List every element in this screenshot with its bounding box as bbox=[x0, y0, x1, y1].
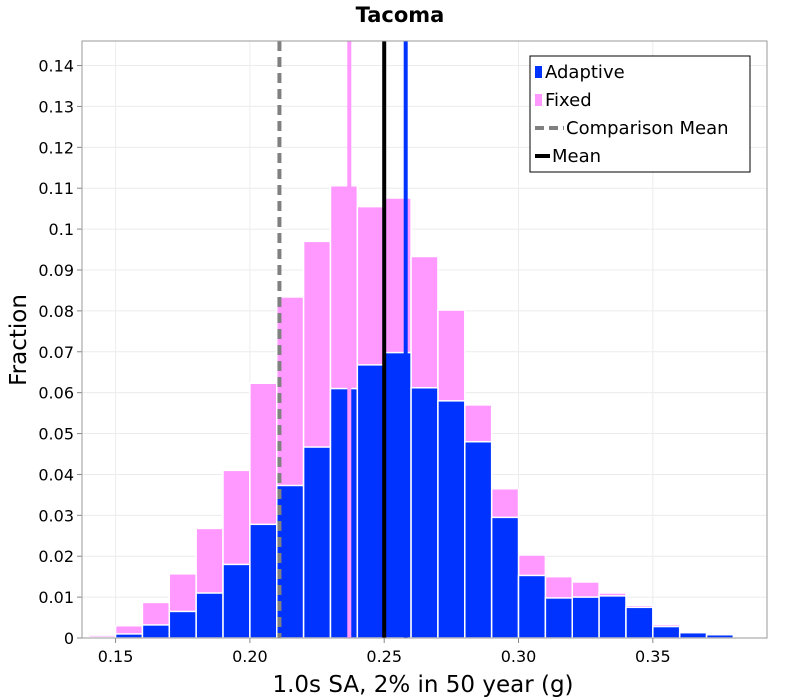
bar-adaptive bbox=[678, 631, 708, 639]
bar-adaptive bbox=[168, 610, 197, 639]
bar-adaptive bbox=[195, 592, 224, 639]
y-tick-label: 0.03 bbox=[38, 506, 74, 525]
y-tick-label: 0.07 bbox=[38, 343, 74, 362]
bar-adaptive bbox=[141, 624, 171, 639]
y-tick-label: 0.13 bbox=[38, 97, 74, 116]
y-tick-label: 0.12 bbox=[38, 138, 74, 157]
y-tick-label: 0.04 bbox=[38, 465, 74, 484]
legend: Adaptive Fixed Comparison Mean Mean bbox=[529, 55, 751, 173]
y-tick-label: 0.02 bbox=[38, 547, 74, 566]
bar-adaptive bbox=[410, 387, 439, 639]
bars bbox=[87, 185, 762, 639]
y-tick-label: 0.11 bbox=[38, 179, 74, 198]
bar-adaptive bbox=[490, 516, 520, 639]
legend-label-adaptive: Adaptive bbox=[545, 62, 625, 83]
bar-adaptive bbox=[329, 387, 359, 639]
legend-box bbox=[529, 55, 751, 173]
y-tick-label: 0.1 bbox=[49, 220, 74, 239]
y-axis-label: Fraction bbox=[6, 294, 32, 386]
bar-adaptive bbox=[464, 440, 493, 639]
legend-label-mean: Mean bbox=[552, 146, 601, 167]
legend-label-fixed: Fixed bbox=[545, 90, 592, 111]
reference-lines bbox=[277, 41, 408, 638]
legend-swatch-fixed bbox=[535, 94, 542, 106]
bar-adaptive bbox=[598, 595, 627, 639]
y-tick-label: 0 bbox=[64, 629, 74, 648]
bar-adaptive bbox=[517, 574, 547, 639]
x-tick-label: 0.35 bbox=[635, 647, 671, 666]
bar-adaptive bbox=[625, 606, 654, 639]
x-axis-label: 1.0s SA, 2% in 50 year (g) bbox=[272, 672, 573, 698]
chart-title: Tacoma bbox=[356, 3, 445, 27]
y-tick-label: 0.06 bbox=[38, 384, 74, 403]
y-tick-label: 0.01 bbox=[38, 588, 74, 607]
bar-adaptive bbox=[437, 400, 466, 639]
x-tick-label: 0.15 bbox=[98, 647, 134, 666]
bar-adaptive bbox=[356, 364, 385, 639]
y-tick-label: 0.08 bbox=[38, 302, 74, 321]
x-tick-label: 0.30 bbox=[501, 647, 537, 666]
x-tick-label: 0.20 bbox=[232, 647, 268, 666]
y-tick-label: 0.05 bbox=[38, 425, 74, 444]
bar-adaptive bbox=[571, 596, 600, 639]
legend-label-comparison-mean: Comparison Mean bbox=[566, 118, 729, 139]
legend-swatch-adaptive bbox=[535, 66, 542, 78]
bar-adaptive bbox=[222, 563, 251, 639]
axis-ticks: 0.15 0.20 0.25 0.30 0.35 0 0.01 0.02 0.03 0.04 0.0… bbox=[38, 57, 670, 666]
y-tick-label: 0.09 bbox=[38, 261, 74, 280]
bar-adaptive bbox=[249, 523, 278, 639]
bar-adaptive bbox=[302, 446, 332, 639]
bar-adaptive bbox=[544, 597, 573, 639]
plot-frame bbox=[81, 40, 768, 639]
bar-adaptive bbox=[114, 633, 144, 639]
bar-adaptive bbox=[652, 625, 681, 639]
x-tick-label: 0.25 bbox=[366, 647, 402, 666]
y-tick-label: 0.14 bbox=[38, 57, 74, 76]
